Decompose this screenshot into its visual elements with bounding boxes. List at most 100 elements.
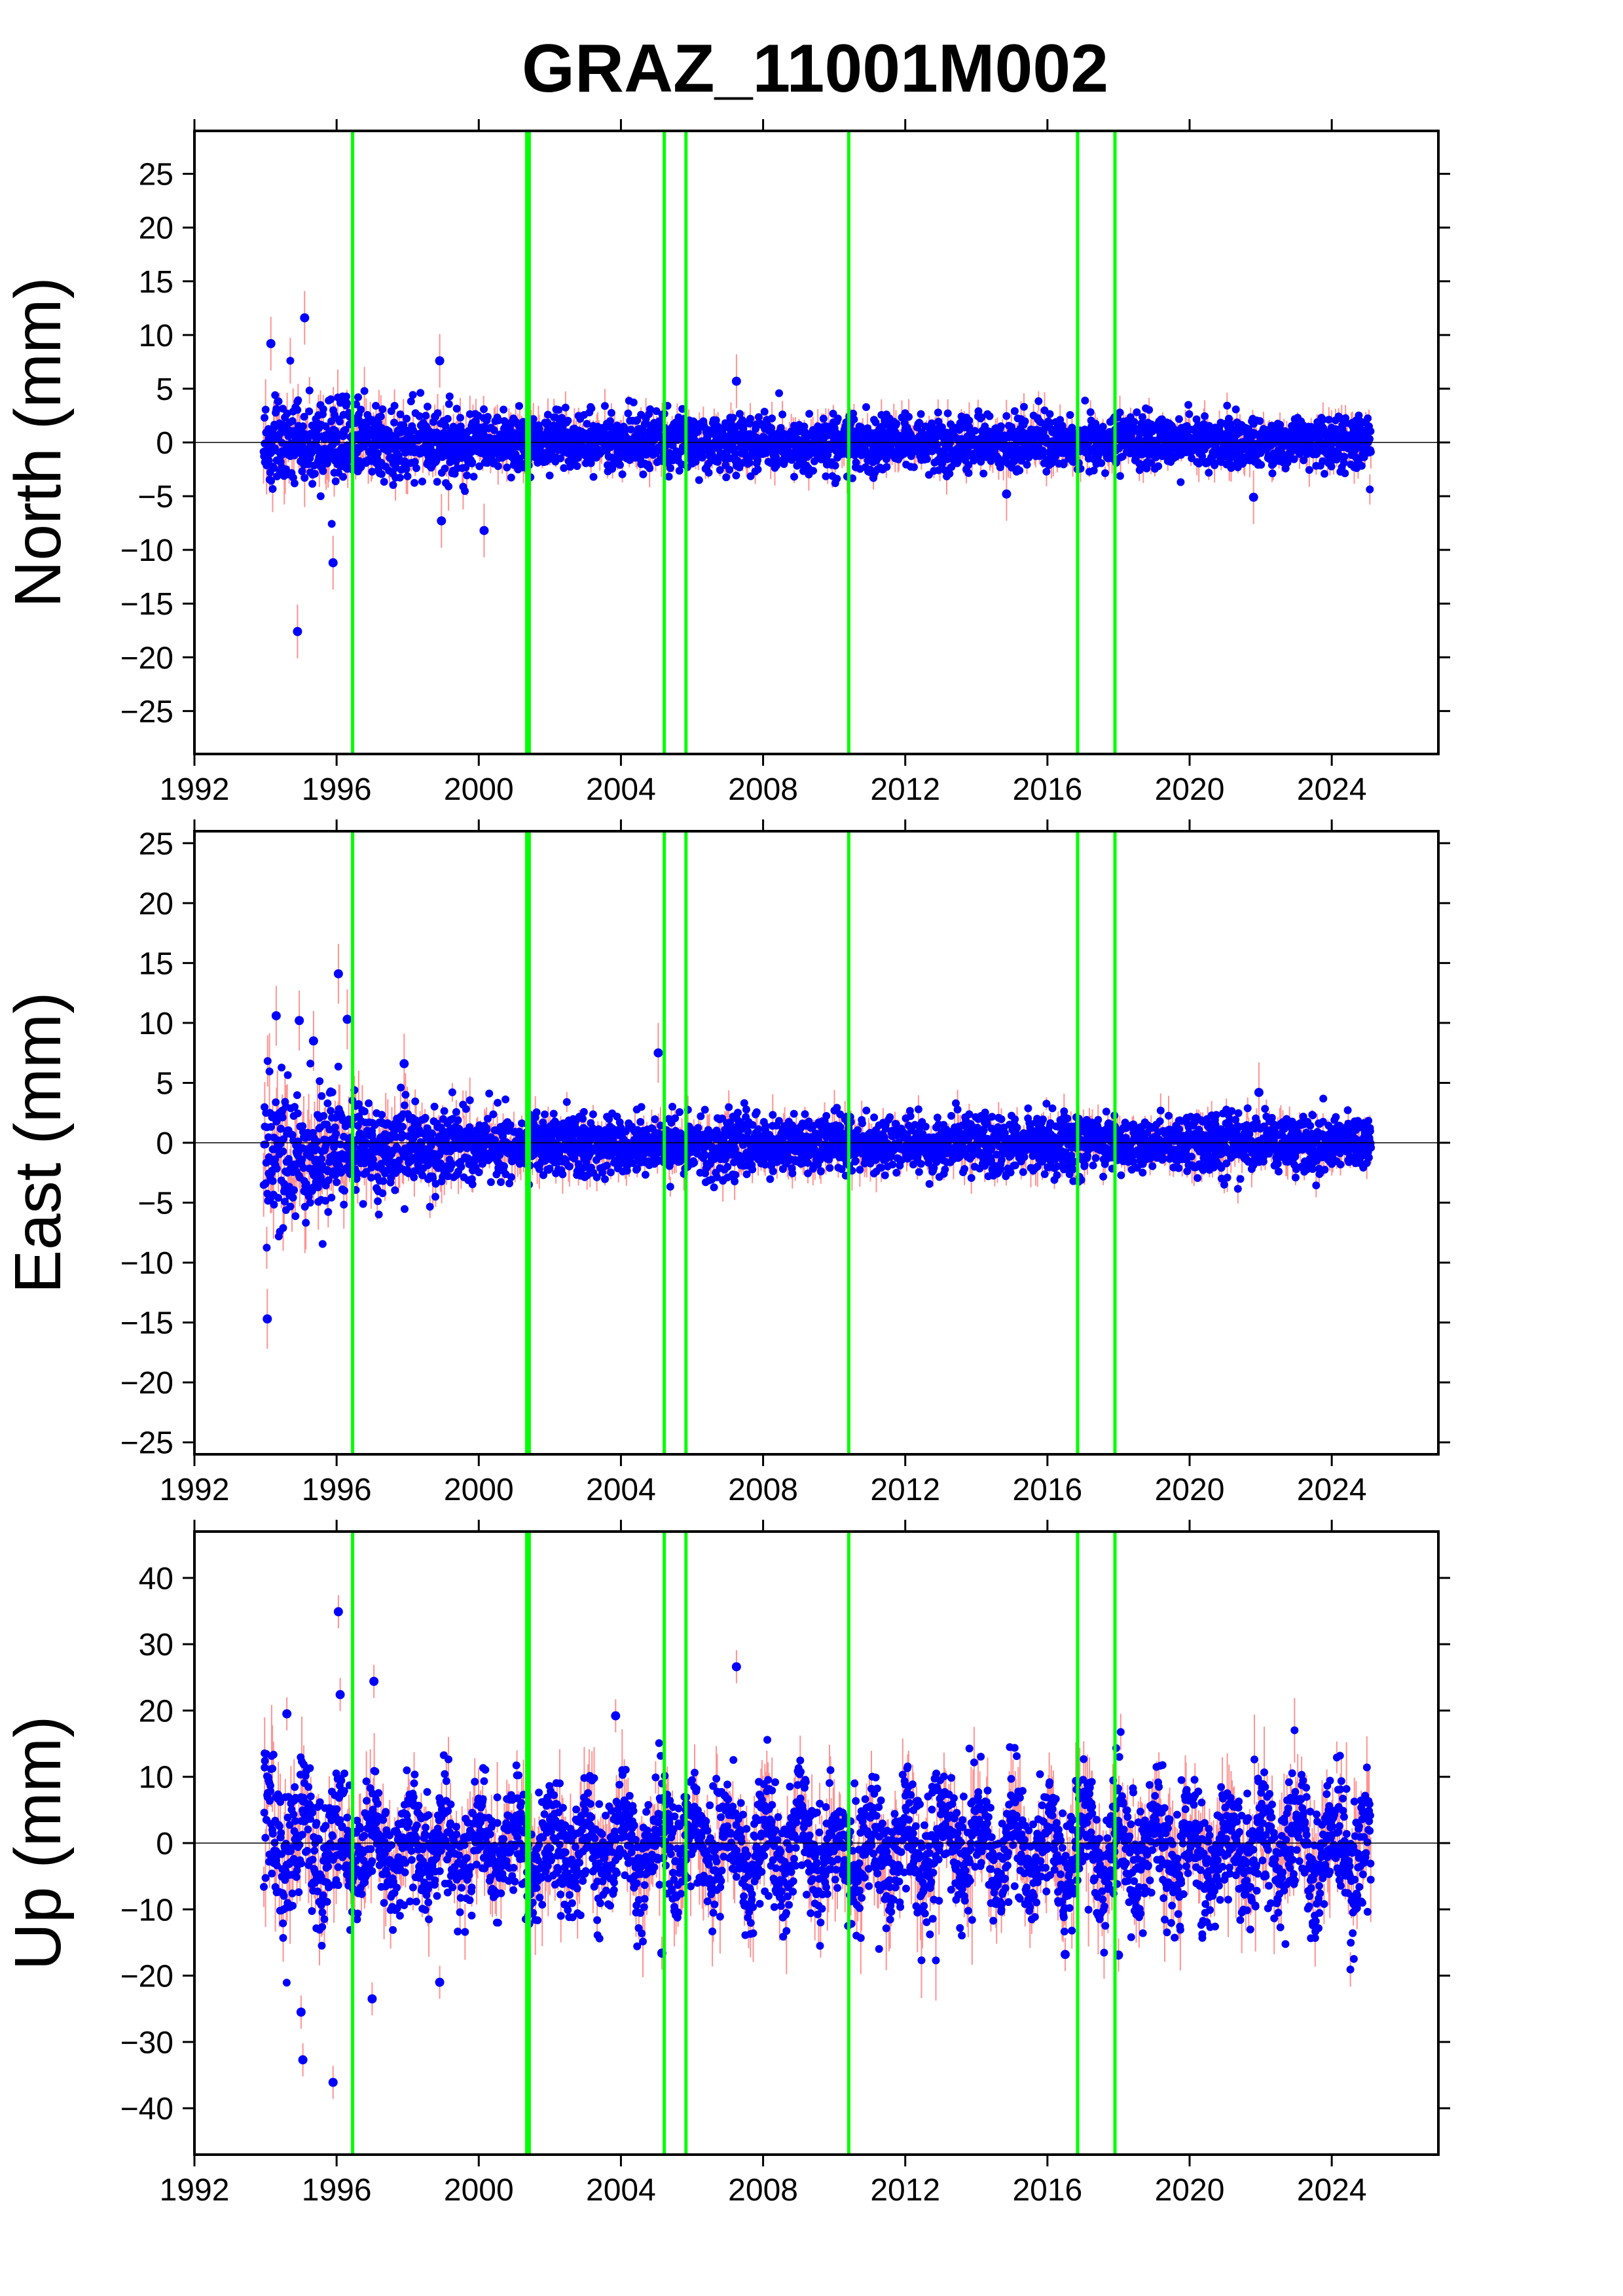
outlier-point xyxy=(1061,1950,1070,1960)
outlier-point xyxy=(295,1016,304,1026)
x-tick-label: 2000 xyxy=(444,1473,514,1507)
y-tick-label: 0 xyxy=(156,1827,173,1861)
x-tick-label: 1996 xyxy=(302,2173,372,2208)
y-tick-label: 40 xyxy=(139,1562,173,1596)
outlier-point xyxy=(435,1977,445,1987)
x-tick-label: 2016 xyxy=(1012,2173,1082,2208)
x-tick-label: 2024 xyxy=(1297,1473,1367,1507)
y-tick-label: 20 xyxy=(139,1694,173,1729)
x-tick-label: 2008 xyxy=(728,2173,798,2208)
x-tick-label: 2020 xyxy=(1155,772,1225,807)
x-tick-label: 2004 xyxy=(586,2173,656,2208)
outlier-point xyxy=(308,1036,318,1046)
y-tick-label: −25 xyxy=(120,1426,173,1461)
x-tick-label: 2016 xyxy=(1012,1473,1082,1507)
outlier-point xyxy=(369,1676,379,1686)
x-tick-label: 2000 xyxy=(444,772,514,807)
outlier-point xyxy=(300,313,310,323)
outlier-point xyxy=(296,2007,306,2017)
outlier-point xyxy=(1249,492,1258,502)
x-tick-label: 2024 xyxy=(1297,772,1367,807)
y-tick-label: 20 xyxy=(139,211,173,246)
x-tick-label: 2008 xyxy=(728,772,798,807)
panel-2: 25 20 15 10 5 0 −5 −10 −15 −20 −25 1992 1996 2000 2004… xyxy=(1,819,1450,1507)
outlier-point xyxy=(328,558,338,567)
x-tick-label: 2012 xyxy=(870,772,940,807)
outlier-point xyxy=(611,1711,621,1721)
y-tick-label: 5 xyxy=(156,372,173,407)
outlier-point xyxy=(342,1014,352,1024)
x-tick-label: 1992 xyxy=(160,1473,230,1507)
y-tick-label: −5 xyxy=(137,1187,173,1221)
outlier-point xyxy=(271,1011,281,1020)
y-tick-label: 15 xyxy=(139,946,173,981)
y-tick-label: −5 xyxy=(137,480,173,514)
x-tick-label: 2000 xyxy=(444,2173,514,2208)
outlier-point xyxy=(263,1314,272,1324)
y-tick-label: 15 xyxy=(139,265,173,300)
outlier-point xyxy=(298,2055,308,2065)
x-tick-label: 2020 xyxy=(1155,1473,1225,1507)
y-tick-label: −30 xyxy=(120,2026,173,2060)
y-tick-label: −10 xyxy=(120,533,173,568)
outlier-point xyxy=(479,526,489,535)
panel-data-layer xyxy=(260,1595,1375,2099)
x-tick-label: 1992 xyxy=(160,772,230,807)
y-tick-label: −10 xyxy=(120,1893,173,1928)
y-axis-label: East (mm) xyxy=(1,992,75,1293)
y-tick-label: 0 xyxy=(156,426,173,461)
x-tick-label: 2012 xyxy=(870,2173,940,2208)
outlier-point xyxy=(333,1607,343,1617)
x-tick-label: 2004 xyxy=(586,1473,656,1507)
y-tick-label: 10 xyxy=(139,1761,173,1795)
outlier-point xyxy=(1002,489,1012,499)
x-tick-label: 1996 xyxy=(302,772,372,807)
y-tick-label: −15 xyxy=(120,1306,173,1341)
outlier-point xyxy=(282,1709,292,1719)
outlier-point xyxy=(435,356,445,366)
y-tick-label: 25 xyxy=(139,827,173,861)
y-tick-label: 25 xyxy=(139,158,173,192)
x-tick-label: 2016 xyxy=(1012,772,1082,807)
outlier-point xyxy=(1254,1088,1264,1098)
x-tick-label: 2012 xyxy=(870,1473,940,1507)
chart-title: GRAZ_11001M002 xyxy=(522,31,1108,107)
outlier-point xyxy=(731,1662,741,1672)
outlier-point xyxy=(437,516,447,526)
panel-3: 40 30 20 10 0 −10 −20 −30 −40 1992 1996 2000 2004 200… xyxy=(1,1520,1450,2208)
y-tick-label: 0 xyxy=(156,1126,173,1161)
x-tick-label: 2020 xyxy=(1155,2173,1225,2208)
y-tick-label: 10 xyxy=(139,1007,173,1041)
y-axis-label: North (mm) xyxy=(1,277,75,608)
y-tick-label: 20 xyxy=(139,887,173,922)
y-tick-label: −20 xyxy=(120,641,173,675)
data-points xyxy=(260,1726,1375,1987)
y-tick-label: −10 xyxy=(120,1246,173,1281)
outlier-point xyxy=(399,1059,409,1069)
panel-data-layer xyxy=(259,944,1376,1349)
y-tick-label: −20 xyxy=(120,1960,173,1994)
y-tick-label: −20 xyxy=(120,1366,173,1401)
y-tick-label: −15 xyxy=(120,587,173,622)
y-tick-label: −40 xyxy=(120,2092,173,2126)
y-tick-label: 5 xyxy=(156,1066,173,1101)
data-points xyxy=(259,1057,1376,1252)
x-tick-label: 1992 xyxy=(160,2173,230,2208)
x-tick-label: 1996 xyxy=(302,1473,372,1507)
y-tick-label: 10 xyxy=(139,319,173,353)
outlier-point xyxy=(653,1048,663,1058)
outlier-point xyxy=(328,2077,338,2087)
outlier-point xyxy=(367,1994,377,2003)
outlier-point xyxy=(335,1690,345,1700)
outlier-point xyxy=(266,338,276,348)
x-tick-label: 2024 xyxy=(1297,2173,1367,2208)
y-tick-label: 30 xyxy=(139,1628,173,1662)
y-tick-label: −25 xyxy=(120,694,173,729)
outlier-point xyxy=(293,626,302,636)
x-tick-label: 2004 xyxy=(586,772,656,807)
outlier-point xyxy=(731,376,741,386)
y-axis-label: Up (mm) xyxy=(1,1716,75,1971)
x-tick-label: 2008 xyxy=(728,1473,798,1507)
